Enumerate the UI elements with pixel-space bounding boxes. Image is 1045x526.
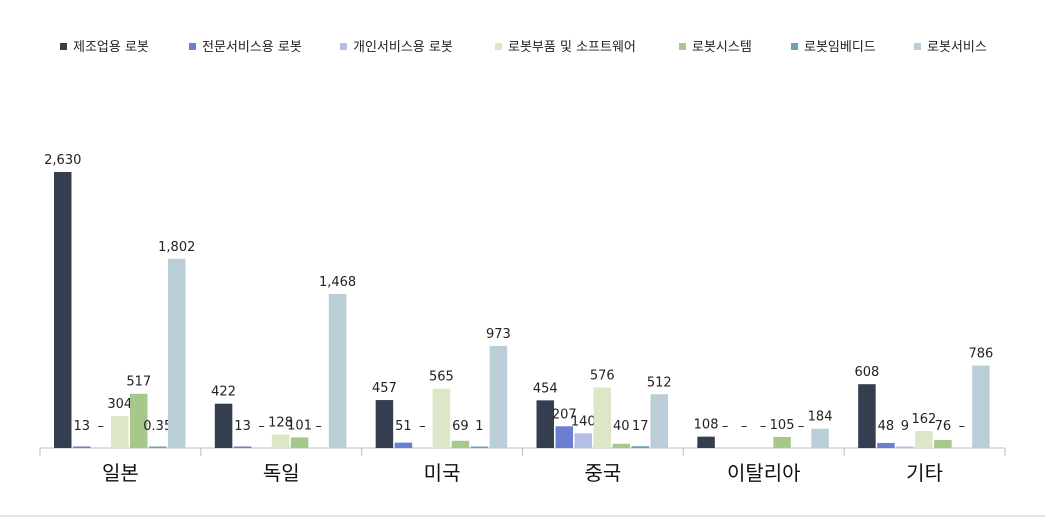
- bar-6-7: [972, 365, 990, 448]
- legend-marker-1: [60, 43, 67, 50]
- legend-marker-4: [495, 43, 502, 50]
- bar-2-2: [233, 446, 252, 448]
- value-label-5-1: 108: [694, 418, 719, 433]
- value-label-2-6: –: [315, 419, 322, 434]
- bar-6-2: [877, 442, 895, 448]
- value-label-3-4: 565: [429, 370, 454, 385]
- bar-3-5: [451, 440, 470, 448]
- legend-label-7: 로봇서비스: [927, 40, 987, 55]
- bar-2-5: [290, 437, 309, 448]
- value-label-3-2: 51: [395, 419, 412, 434]
- value-label-2-1: 422: [211, 385, 236, 400]
- value-label-3-1: 457: [372, 381, 397, 396]
- value-label-6-4: 162: [912, 412, 937, 427]
- value-label-4-4: 576: [590, 369, 615, 384]
- value-label-5-5: 105: [770, 418, 795, 433]
- value-label-2-3: –: [258, 419, 265, 434]
- value-label-5-7: 184: [808, 410, 833, 425]
- bar-2-4: [271, 434, 290, 448]
- value-label-4-6: 17: [632, 419, 649, 434]
- value-label-3-7: 973: [486, 327, 511, 342]
- value-label-1-4: 304: [107, 397, 132, 412]
- value-label-5-6: –: [798, 419, 805, 434]
- value-label-4-2: 207: [552, 407, 577, 422]
- bar-2-1: [214, 403, 233, 448]
- value-label-6-7: 786: [969, 347, 994, 362]
- bar-4-4: [593, 387, 611, 448]
- legend-label-3: 개인서비스용 로봇: [353, 40, 453, 55]
- bar-3-2: [394, 442, 413, 448]
- bar-1-5: [130, 393, 148, 448]
- value-label-5-3: –: [741, 419, 748, 434]
- legend-marker-2: [189, 43, 196, 50]
- value-label-1-7: 1,802: [158, 240, 195, 255]
- value-label-1-1: 2,630: [44, 153, 81, 168]
- legend-label-6: 로봇임베디드: [804, 40, 876, 55]
- category-label-5: 이탈리아: [727, 461, 801, 485]
- value-label-6-6: –: [959, 419, 966, 434]
- value-label-3-3: –: [419, 419, 426, 434]
- bar-1-2: [73, 446, 91, 448]
- legend-marker-7: [914, 43, 921, 50]
- bar-3-6: [470, 446, 489, 448]
- category-label-3: 미국: [424, 461, 461, 485]
- bar-1-7: [168, 258, 186, 448]
- bar-4-5: [612, 443, 630, 448]
- bar-3-7: [489, 345, 508, 448]
- value-label-4-3: 140: [571, 414, 596, 429]
- value-label-2-2: 13: [234, 419, 251, 434]
- bar-1-4: [111, 416, 129, 448]
- bar-1-1: [54, 172, 72, 448]
- value-label-1-3: –: [98, 419, 105, 434]
- category-label-1: 일본: [102, 461, 139, 485]
- bar-4-2: [555, 426, 573, 448]
- bar-3-1: [375, 400, 394, 448]
- bar-6-3: [896, 446, 914, 448]
- value-label-1-6: 0.35: [143, 419, 172, 434]
- bar-6-4: [915, 430, 933, 448]
- category-label-4: 중국: [585, 461, 622, 485]
- category-label-6: 기타: [906, 461, 943, 485]
- bar-4-7: [650, 394, 668, 448]
- value-label-3-5: 69: [452, 419, 469, 434]
- value-label-4-7: 512: [647, 375, 672, 390]
- value-label-5-4: –: [760, 419, 767, 434]
- legend-label-4: 로봇부품 및 소프트웨어: [508, 40, 636, 55]
- bar-6-5: [934, 440, 952, 448]
- bar-6-1: [858, 384, 876, 448]
- legend-marker-5: [679, 43, 686, 50]
- value-label-6-1: 608: [855, 365, 880, 380]
- legend-marker-3: [340, 43, 347, 50]
- bar-1-6: [149, 446, 167, 448]
- bar-4-6: [631, 446, 649, 448]
- value-label-2-4: 128: [268, 416, 293, 431]
- bar-4-3: [574, 433, 592, 448]
- value-label-2-5: 101: [287, 418, 312, 433]
- legend-label-5: 로봇시스템: [692, 40, 752, 55]
- legend-label-1: 제조업용 로봇: [73, 40, 149, 55]
- value-label-1-5: 517: [126, 375, 151, 390]
- value-label-1-2: 13: [73, 419, 90, 434]
- value-label-6-5: 76: [935, 419, 952, 434]
- value-label-4-1: 454: [533, 381, 558, 396]
- value-label-6-2: 48: [878, 419, 895, 434]
- legend-marker-6: [791, 43, 798, 50]
- value-label-3-6: 1: [475, 419, 483, 434]
- bar-5-5: [773, 436, 791, 448]
- bar-3-4: [432, 388, 451, 448]
- category-label-2: 독일: [263, 461, 300, 485]
- value-label-2-7: 1,468: [319, 275, 356, 290]
- bar-5-7: [811, 428, 829, 448]
- legend-label-2: 전문서비스용 로봇: [202, 40, 302, 55]
- value-label-5-2: –: [722, 419, 729, 434]
- bar-2-7: [328, 293, 347, 448]
- value-label-6-3: 9: [901, 419, 909, 434]
- value-label-4-5: 40: [613, 419, 630, 434]
- bar-4-1: [536, 400, 554, 448]
- bar-5-1: [697, 436, 715, 448]
